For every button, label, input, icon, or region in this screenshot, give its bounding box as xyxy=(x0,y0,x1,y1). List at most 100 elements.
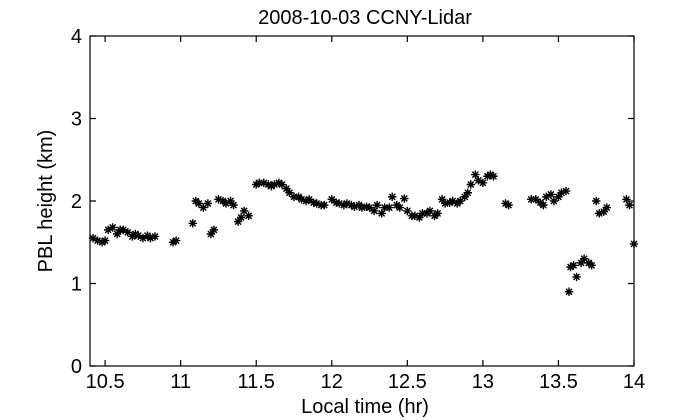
data-point xyxy=(188,219,197,228)
data-point xyxy=(119,225,128,235)
data-point xyxy=(285,188,294,197)
x-tick-label: 11.5 xyxy=(237,371,274,393)
data-point xyxy=(88,233,98,243)
x-tick-label: 13 xyxy=(472,371,494,393)
data-point xyxy=(108,223,117,232)
data-point xyxy=(301,196,311,206)
data-point xyxy=(437,195,447,204)
data-point xyxy=(599,207,608,216)
data-point xyxy=(274,178,284,188)
data-point xyxy=(289,192,299,202)
y-axis-label: PBL height (km) xyxy=(35,130,57,273)
data-point xyxy=(335,199,344,208)
data-point xyxy=(410,211,420,221)
data-point xyxy=(199,203,208,212)
data-point xyxy=(527,195,536,204)
data-point xyxy=(206,229,216,239)
data-point xyxy=(244,211,253,221)
data-point xyxy=(100,236,110,245)
data-point xyxy=(342,199,352,208)
data-point xyxy=(236,213,246,222)
data-point xyxy=(425,206,435,216)
data-point xyxy=(554,192,563,202)
data-point xyxy=(471,170,480,179)
data-point xyxy=(542,192,551,202)
data-point xyxy=(483,172,492,181)
data-point xyxy=(456,196,465,206)
data-point xyxy=(312,199,321,208)
data-point xyxy=(395,203,404,212)
data-point xyxy=(504,200,513,210)
data-point xyxy=(433,209,442,218)
data-point xyxy=(625,200,634,210)
data-point xyxy=(440,199,450,208)
data-point xyxy=(350,202,359,211)
data-point xyxy=(327,195,336,204)
data-point xyxy=(221,199,231,208)
data-point xyxy=(171,236,181,245)
y-tick-label: 2 xyxy=(71,191,82,213)
data-point xyxy=(150,232,160,241)
data-point xyxy=(622,195,631,204)
data-point xyxy=(282,184,291,193)
data-point xyxy=(539,200,548,210)
y-tick-label: 1 xyxy=(71,274,82,296)
data-point xyxy=(239,206,249,216)
data-point xyxy=(478,178,488,188)
x-axis-label: Local time (hr) xyxy=(301,396,429,418)
data-point xyxy=(629,239,639,249)
data-point xyxy=(385,203,394,212)
data-point xyxy=(270,180,279,189)
data-point xyxy=(93,236,102,245)
data-points xyxy=(88,170,639,296)
x-axis: 10.5 11 11.5 12 12.5 13 13.5 14 xyxy=(86,36,645,393)
y-tick-label: 4 xyxy=(71,26,82,48)
data-point xyxy=(103,225,113,235)
data-point xyxy=(466,180,475,189)
x-tick-label: 11 xyxy=(170,371,191,393)
data-point xyxy=(97,238,107,247)
data-point xyxy=(357,203,367,212)
y-axis: 0 1 2 3 4 xyxy=(71,26,634,378)
x-tick-label: 13.5 xyxy=(539,371,578,393)
data-point xyxy=(403,206,412,216)
data-point xyxy=(214,195,223,204)
data-point xyxy=(277,180,287,189)
data-point xyxy=(226,196,235,206)
data-point xyxy=(203,199,213,208)
data-point xyxy=(209,225,219,235)
data-point xyxy=(501,199,510,208)
data-point xyxy=(320,200,329,210)
data-point xyxy=(347,200,356,210)
data-point xyxy=(566,262,575,272)
data-point xyxy=(546,190,556,199)
data-point xyxy=(233,217,243,226)
data-point xyxy=(569,261,578,270)
data-point xyxy=(564,287,574,296)
data-point xyxy=(369,206,379,216)
data-point xyxy=(418,209,427,218)
chart-title: 2008-10-03 CCNY-Lidar xyxy=(258,7,472,29)
data-point xyxy=(602,203,611,212)
data-point xyxy=(194,199,203,208)
data-point xyxy=(372,200,382,210)
data-point xyxy=(595,209,604,218)
data-point xyxy=(561,186,571,196)
data-point xyxy=(576,258,586,268)
data-point xyxy=(259,178,268,188)
data-point xyxy=(134,231,143,240)
data-point xyxy=(572,272,581,282)
data-point xyxy=(377,209,386,218)
data-point xyxy=(587,261,596,270)
data-point xyxy=(486,170,495,179)
x-tick-label: 10.5 xyxy=(86,371,125,393)
data-point xyxy=(113,229,122,239)
data-point xyxy=(264,180,273,189)
data-point xyxy=(255,178,264,188)
data-point xyxy=(332,198,341,207)
data-point xyxy=(365,203,374,212)
data-point xyxy=(362,202,371,211)
data-point xyxy=(549,196,559,206)
data-point xyxy=(123,228,132,237)
